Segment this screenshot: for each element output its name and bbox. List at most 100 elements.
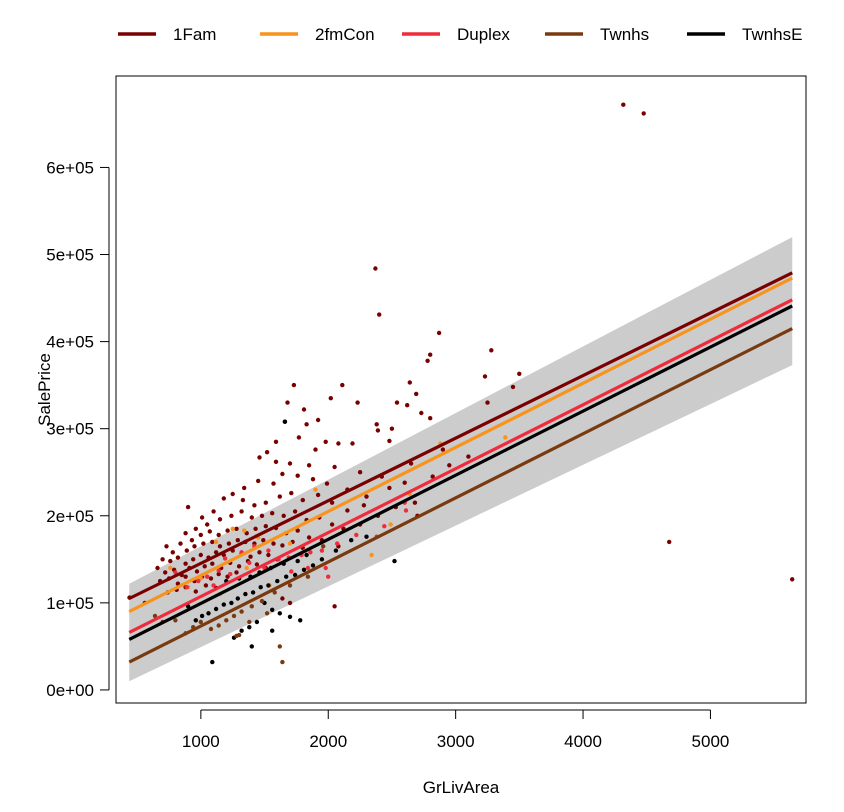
y-tick-label-400000: 4e+05 (46, 333, 94, 352)
point-1fam-113 (164, 544, 169, 549)
point-duplex-21 (305, 565, 311, 571)
point-duplex-27 (211, 583, 216, 588)
point-twnhse-17 (221, 602, 226, 607)
point-2fmcon-0 (503, 435, 508, 440)
point-1fam-40 (257, 455, 262, 460)
point-1fam-162 (183, 574, 188, 579)
point-1fam-97 (183, 531, 188, 536)
point-1fam-28 (315, 417, 321, 423)
point-twnhse-26 (287, 614, 293, 619)
point-twnhse-34 (210, 659, 215, 665)
point-1fam-133 (183, 561, 188, 566)
point-1fam-23 (340, 382, 345, 388)
point-1fam-91 (292, 509, 298, 514)
point-1fam-20 (375, 428, 381, 433)
legend-label-twnhs: Twnhs (600, 25, 649, 44)
point-1fam-81 (185, 504, 191, 510)
point-1fam-64 (221, 496, 226, 501)
point-1fam-118 (201, 541, 206, 546)
point-duplex-24 (247, 560, 252, 565)
point-1fam-41 (273, 459, 279, 464)
point-twnhs-7 (231, 613, 237, 619)
point-1fam-30 (374, 422, 379, 427)
point-1fam-99 (198, 532, 203, 538)
point-1fam-130 (160, 557, 165, 562)
point-duplex-7 (308, 550, 313, 555)
point-1fam-48 (440, 447, 446, 452)
point-1fam-31 (387, 438, 392, 444)
point-twnhs-9 (216, 623, 221, 628)
point-1fam-172 (193, 589, 198, 594)
point-1fam-58 (295, 473, 300, 478)
point-twnhse-27 (298, 618, 303, 623)
point-1fam-47 (408, 461, 414, 466)
point-1fam-135 (198, 552, 203, 558)
plot-frame (115, 75, 807, 704)
point-twnhs-16 (152, 613, 158, 619)
fit-lines-layer (128, 271, 793, 664)
point-1fam-143 (266, 552, 271, 558)
y-tick-label-300000: 3e+05 (46, 420, 94, 439)
point-twnhse-5 (319, 557, 325, 562)
point-1fam-2 (667, 539, 672, 545)
point-duplex-14 (222, 556, 228, 561)
point-twnhse-10 (275, 578, 280, 584)
point-1fam-6 (436, 330, 442, 336)
point-1fam-53 (387, 485, 392, 491)
point-1fam-86 (239, 509, 244, 514)
point-1fam-35 (313, 447, 318, 452)
point-twnhs-0 (321, 544, 326, 549)
point-twnhse-1 (392, 558, 397, 564)
point-twnhse-33 (270, 628, 275, 633)
point-twnhse-0 (282, 419, 288, 424)
point-1fam-165 (208, 576, 214, 581)
point-duplex-18 (184, 585, 189, 590)
x-tick-label-2000: 2000 (309, 732, 347, 751)
point-1fam-114 (170, 550, 175, 555)
point-2fmcon-8 (213, 539, 219, 545)
point-duplex-22 (323, 565, 328, 571)
confidence-band (129, 237, 793, 682)
point-1fam-60 (271, 481, 276, 486)
point-1fam-80 (199, 515, 205, 520)
point-1fam-74 (361, 503, 367, 508)
point-1fam-62 (242, 485, 247, 491)
point-1fam-116 (184, 548, 189, 553)
point-duplex-19 (173, 570, 178, 575)
point-twnhs-11 (198, 619, 203, 625)
y-tick-label-200000: 2e+05 (46, 507, 94, 526)
point-duplex-20 (289, 569, 294, 574)
x-tick-label-1000: 1000 (182, 732, 220, 751)
point-twnhse-29 (247, 625, 252, 630)
point-twnhs-6 (239, 609, 244, 614)
point-1fam-32 (350, 441, 355, 446)
point-1fam-173 (203, 583, 209, 588)
point-1fam-82 (193, 526, 198, 531)
point-1fam-131 (168, 558, 173, 564)
point-1fam-177 (332, 604, 337, 609)
point-1fam-71 (315, 492, 321, 498)
point-twnhs-4 (259, 598, 265, 604)
point-1fam-179 (287, 600, 293, 606)
y-tick-label-100000: 1e+05 (46, 594, 94, 613)
point-1fam-24 (328, 396, 333, 401)
point-twnhse-15 (235, 596, 240, 601)
x-axis-label: GrLivArea (423, 778, 500, 797)
point-twnhse-6 (310, 563, 316, 568)
point-1fam-100 (207, 529, 212, 534)
point-1fam-84 (217, 517, 223, 522)
point-1fam-109 (295, 528, 300, 533)
point-twnhse-4 (333, 548, 339, 553)
point-duplex-16 (205, 574, 210, 579)
point-1fam-120 (217, 544, 223, 549)
y-tick-label-500000: 5e+05 (46, 246, 94, 265)
y-tick-label-0: 0e+00 (46, 681, 94, 700)
point-duplex-15 (216, 568, 221, 573)
point-1fam-70 (300, 497, 305, 503)
point-1fam-59 (280, 471, 285, 477)
point-1fam-11 (510, 384, 516, 390)
point-twnhse-11 (266, 583, 271, 588)
point-twnhse-8 (292, 572, 298, 578)
point-1fam-26 (285, 400, 290, 405)
point-twnhs-8 (224, 618, 229, 623)
